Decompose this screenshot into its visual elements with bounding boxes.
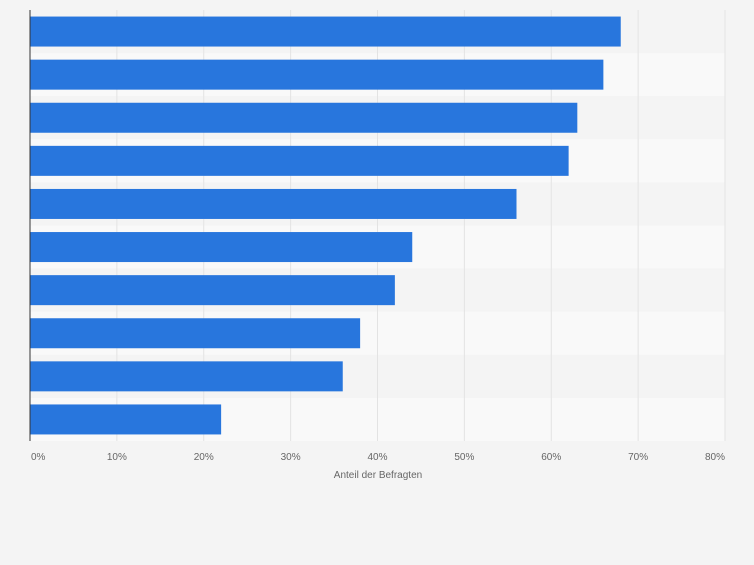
bar bbox=[30, 318, 361, 349]
x-tick-label: 50% bbox=[454, 452, 474, 463]
x-tick-label: 20% bbox=[194, 452, 214, 463]
x-tick-label: 0% bbox=[31, 452, 46, 463]
bar bbox=[30, 275, 395, 306]
bars bbox=[30, 16, 621, 435]
bar bbox=[30, 232, 413, 263]
bar bbox=[30, 404, 222, 435]
x-tick-label: 10% bbox=[107, 452, 127, 463]
bar bbox=[30, 16, 621, 47]
x-axis-title: Anteil der Befragten bbox=[334, 470, 422, 481]
x-tick-label: 60% bbox=[541, 452, 561, 463]
bar bbox=[30, 145, 569, 176]
x-tick-label: 70% bbox=[628, 452, 648, 463]
bar bbox=[30, 102, 578, 133]
bar bbox=[30, 361, 343, 392]
x-tick-label: 40% bbox=[367, 452, 387, 463]
x-tick-labels: 0% 10% 20% 30% 40% 50% 60% 70% 80% bbox=[31, 452, 725, 463]
bar bbox=[30, 59, 604, 90]
bar bbox=[30, 188, 517, 219]
x-tick-label: 80% bbox=[705, 452, 725, 463]
x-tick-label: 30% bbox=[281, 452, 301, 463]
